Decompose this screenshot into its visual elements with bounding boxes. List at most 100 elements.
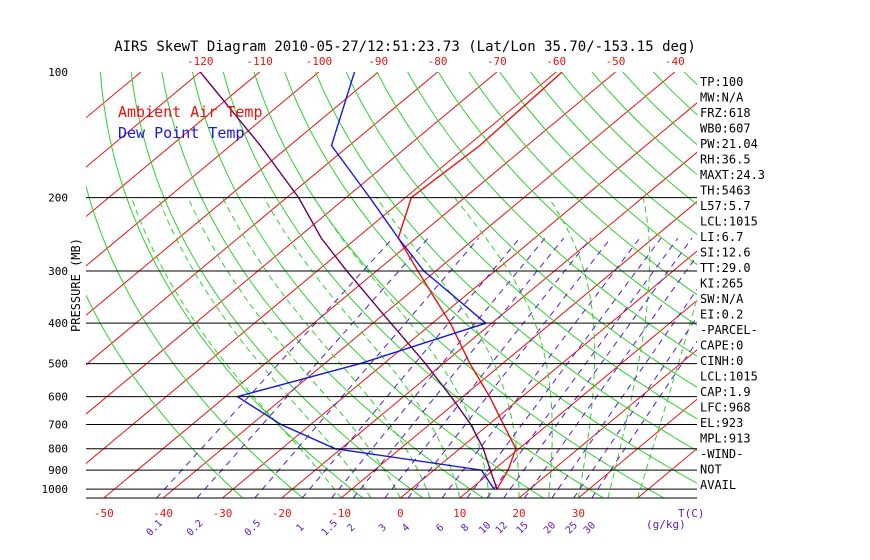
mixing-ratio-tick-label: 4 (400, 522, 412, 534)
index-line: TP:100 (700, 75, 743, 89)
mixing-ratio-line (486, 237, 679, 498)
mixing-ratio-unit-label: (g/kg) (646, 518, 686, 531)
mixing-ratio-tick-label: 6 (434, 522, 446, 534)
isotherm-line (86, 72, 201, 168)
temperature-tick-label: -30 (212, 507, 232, 520)
dry-adiabat-line (161, 72, 484, 498)
dry-adiabat-line (99, 72, 364, 498)
top-temperature-tick-label: -80 (428, 55, 448, 68)
pressure-tick-label: 300 (48, 265, 68, 278)
temperature-tick-label: 30 (572, 507, 585, 520)
index-line: FRZ:618 (700, 106, 751, 120)
top-temperature-tick-label: -110 (246, 55, 273, 68)
moist-adiabat-line (313, 197, 490, 498)
index-line: -WIND- (700, 447, 743, 461)
index-line: KI:265 (700, 277, 743, 291)
mixing-ratio-tick-label: 0.5 (243, 518, 264, 539)
mixing-ratio-tick-label: 1.5 (320, 518, 341, 539)
temperature-tick-label: 10 (453, 507, 466, 520)
mixing-ratio-tick-label: 0.1 (144, 518, 165, 539)
isotherm-line (86, 72, 260, 218)
isotherm-line (0, 72, 22, 498)
mixing-ratio-line (331, 237, 546, 498)
index-line: RH:36.5 (700, 153, 751, 167)
temperature-unit-label: T(C) (678, 507, 705, 520)
temperature-tick-label: 20 (512, 507, 525, 520)
series-line-dew-point-temp (235, 72, 495, 490)
dry-adiabat-line (407, 72, 697, 357)
pressure-tick-label: 400 (48, 317, 68, 330)
top-temperature-tick-label: -50 (606, 55, 626, 68)
dry-adiabat-line (314, 72, 697, 452)
temperature-tick-label: -40 (153, 507, 173, 520)
dry-adiabat-line (437, 72, 697, 326)
mixing-ratio-line (156, 237, 394, 498)
index-line: L57:5.7 (700, 199, 751, 213)
index-line: PW:21.04 (700, 137, 758, 151)
isotherm-line (103, 72, 616, 498)
mixing-ratio-line (573, 316, 697, 498)
isotherm-line (86, 72, 379, 316)
dry-adiabat-line (345, 72, 697, 420)
sounding-series (199, 72, 563, 490)
top-temperature-tick-label: -90 (368, 55, 388, 68)
index-line: NOT (700, 463, 722, 477)
dry-adiabat-line (376, 72, 697, 388)
pressure-tick-label: 500 (48, 358, 68, 371)
legend-entry-dew-point-temp: Dew Point Temp (118, 124, 244, 142)
mixing-ratio-tick-label: 8 (459, 522, 471, 534)
mixing-ratio-line (352, 237, 565, 498)
index-line: TH:5463 (700, 184, 751, 198)
index-line: MPL:913 (700, 432, 751, 446)
moist-adiabat-line (222, 197, 431, 498)
top-temperature-tick-label: -70 (487, 55, 507, 68)
isotherm-line (162, 72, 676, 498)
mixing-ratio-tick-label: 12 (494, 520, 510, 536)
mixing-ratio-line (384, 237, 592, 498)
moist-adiabat-line (607, 197, 651, 498)
legend-entry-ambient-air-temp: Ambient Air Temp (118, 103, 263, 121)
mixing-ratio-line (301, 237, 521, 498)
mixing-ratio-line (551, 288, 697, 498)
mixing-ratio-tick-label: 30 (582, 520, 598, 536)
pressure-tick-label: 700 (48, 419, 68, 432)
thermodynamic-grid (0, 72, 870, 498)
mixing-ratio-line (196, 237, 429, 498)
isotherm-line (86, 72, 438, 366)
temperature-tick-label: -10 (331, 507, 351, 520)
index-line: -PARCEL- (700, 323, 758, 337)
isotherm-line (86, 72, 498, 415)
dry-adiabat-line (499, 72, 697, 266)
pressure-tick-label: 1000 (42, 483, 69, 496)
moist-adiabat-line (131, 197, 342, 498)
mixing-ratio-line (591, 340, 697, 498)
isotherm-line (400, 250, 697, 498)
index-line: MAXT:24.3 (700, 168, 765, 182)
temperature-tick-label: -20 (272, 507, 292, 520)
dry-adiabat-line (222, 72, 604, 498)
mixing-ratio-tick-label: 3 (377, 522, 389, 534)
index-line: CAP:1.9 (700, 385, 751, 399)
dry-adiabat-line (253, 72, 665, 498)
pressure-tick-label: 100 (48, 66, 68, 79)
pressure-tick-label: 800 (48, 443, 68, 456)
index-line: SW:N/A (700, 292, 744, 306)
series-line-parcel (199, 72, 498, 490)
index-line: CAPE:0 (700, 339, 743, 353)
isotherm-line (518, 349, 697, 498)
isotherm-line (756, 72, 870, 498)
moist-adiabat-line (187, 197, 401, 498)
index-line: LCL:1015 (700, 215, 758, 229)
isotherm-line (459, 299, 697, 498)
index-line: MW:N/A (700, 91, 744, 105)
index-line: EL:923 (700, 416, 743, 430)
y-axis-label: PRESSURE (MB) (69, 238, 83, 332)
top-temperature-tick-label: -120 (187, 55, 214, 68)
mixing-ratio-line (503, 237, 693, 498)
dry-adiabat-line (468, 72, 697, 296)
moist-adiabat-line (157, 197, 372, 498)
temperature-tick-label: -50 (94, 507, 114, 520)
index-line: AVAIL (700, 478, 736, 492)
